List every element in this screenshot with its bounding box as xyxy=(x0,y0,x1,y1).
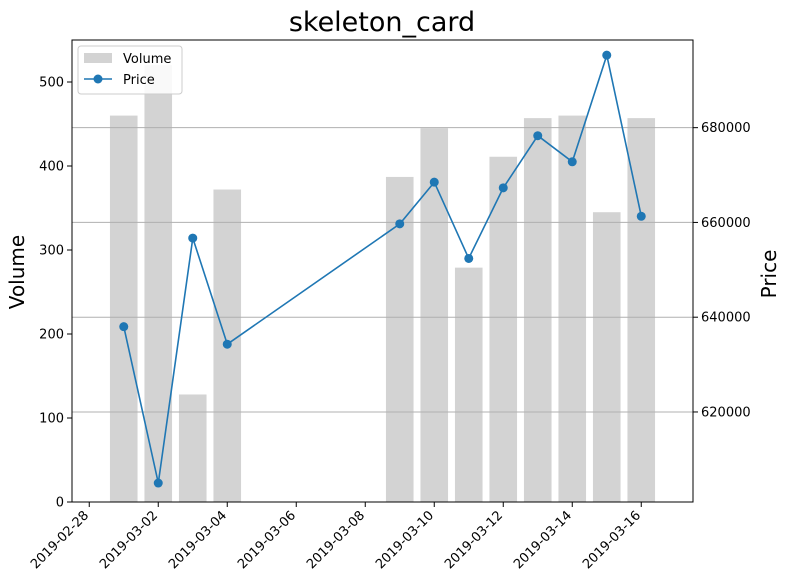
plot-frame xyxy=(71,39,694,503)
price-marker xyxy=(395,219,405,229)
price-marker xyxy=(222,339,232,349)
legend-price-marker xyxy=(93,74,103,84)
price-marker xyxy=(153,478,163,488)
price-marker xyxy=(188,233,198,243)
left-axis: 0 100 200 300 400 500 xyxy=(39,76,72,511)
right-tick-label: 660000 xyxy=(701,216,751,231)
volume-bar xyxy=(454,267,483,502)
left-tick-label: 400 xyxy=(39,160,64,175)
price-marker xyxy=(429,177,439,187)
volume-bar xyxy=(489,156,518,502)
right-tick-label: 640000 xyxy=(701,311,751,326)
price-line-group xyxy=(119,50,646,488)
right-tick-label: 680000 xyxy=(701,121,751,136)
legend-price-label: Price xyxy=(123,73,155,88)
price-marker xyxy=(498,183,508,193)
price-line xyxy=(123,52,643,484)
volume-bar xyxy=(558,115,587,502)
legend-volume-label: Volume xyxy=(123,52,171,67)
right-axis: 620000 640000 660000 680000 xyxy=(693,121,751,420)
legend-volume-swatch xyxy=(84,53,112,63)
left-axis-title: Volume xyxy=(5,235,29,309)
volume-bar xyxy=(178,394,207,502)
price-marker xyxy=(602,50,612,60)
chart-title: skeleton_card xyxy=(289,7,475,38)
volume-bar xyxy=(144,65,173,502)
price-gridlines xyxy=(72,127,693,413)
price-marker xyxy=(533,131,543,141)
price-marker xyxy=(119,322,129,332)
price-marker xyxy=(636,211,646,221)
volume-bar xyxy=(592,212,621,502)
left-tick-label: 0 xyxy=(56,496,64,511)
left-tick-label: 200 xyxy=(39,328,64,343)
right-tick-label: 620000 xyxy=(701,405,751,420)
volume-bar xyxy=(109,115,138,502)
left-tick-label: 100 xyxy=(39,412,64,427)
legend: Volume Price xyxy=(77,45,183,95)
left-tick-label: 300 xyxy=(39,244,64,259)
left-tick-label: 500 xyxy=(39,76,64,91)
right-axis-title: Price xyxy=(757,250,781,299)
volume-bar xyxy=(420,128,449,502)
volume-bar xyxy=(627,118,656,503)
price-marker xyxy=(464,253,474,263)
price-marker xyxy=(567,157,577,167)
volume-bar xyxy=(523,118,552,503)
